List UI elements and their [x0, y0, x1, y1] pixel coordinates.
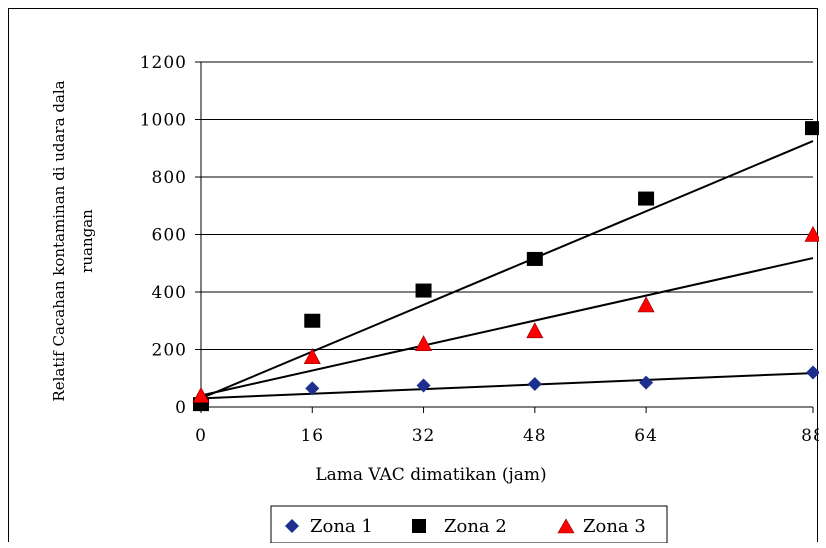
legend-label-zona-2: Zona 2 — [444, 516, 507, 537]
point-zona-2-3 — [526, 251, 543, 266]
legend-square-marker — [412, 519, 426, 533]
x-tick-label-88: 88 — [801, 426, 819, 446]
point-zona-1-4 — [639, 375, 654, 390]
legend-diamond-marker — [285, 519, 299, 533]
x-tick-label-0: 0 — [195, 426, 207, 446]
legend-label-zona-1: Zona 1 — [310, 516, 373, 537]
legend-item-zona-3: Zona 3 — [557, 516, 646, 537]
legend-item-zona-1: Zona 1 — [285, 516, 373, 537]
y-tick-label-1200: 1200 — [140, 53, 187, 73]
x-tick-label-48: 48 — [523, 426, 547, 446]
y-axis-label-line-1: Relatif Cacahan kontaminan di udara dala — [50, 80, 68, 401]
tick-labels: 0 200 400 600 800 1000 1200 0 16 32 48 64 88 — [140, 53, 824, 446]
legend: Zona 1 Zona 2 Zona 3 — [270, 505, 668, 544]
point-zona-2-2 — [415, 283, 432, 298]
legend-label-zona-3: Zona 3 — [583, 516, 646, 537]
point-zona-3-0 — [192, 386, 210, 403]
trend-line-zona-3 — [200, 257, 814, 397]
point-zona-3-5 — [804, 225, 822, 242]
point-zona-3-1 — [303, 348, 321, 364]
point-zona-2-4 — [638, 191, 655, 206]
x-axis-label: Lama VAC dimatikan (jam) — [315, 465, 546, 485]
trend-line-zona-2 — [200, 140, 814, 400]
point-zona-3-2 — [415, 335, 433, 352]
y-tick-label-200: 200 — [152, 341, 187, 361]
gridlines — [201, 61, 813, 350]
point-zona-1-2 — [416, 378, 431, 393]
legend-triangle-marker — [557, 518, 575, 534]
axes — [195, 61, 814, 413]
x-tick-label-64: 64 — [634, 426, 658, 446]
y-tick-label-0: 0 — [175, 398, 187, 418]
point-zona-2-5 — [805, 121, 821, 136]
chart-frame: 0 200 400 600 800 1000 1200 0 16 32 48 64 88 Lama VA… — [8, 8, 824, 544]
y-tick-label-800: 800 — [152, 168, 187, 188]
point-zona-3-4 — [637, 296, 655, 313]
data-points — [192, 121, 822, 412]
x-tick-label-32: 32 — [412, 426, 436, 446]
point-zona-3-3 — [526, 322, 544, 339]
y-axis-label: Relatif Cacahan kontaminan di udara dala… — [50, 80, 96, 401]
y-axis-label-line-2: ruangan — [78, 209, 96, 273]
y-tick-label-600: 600 — [152, 226, 187, 246]
trend-lines — [200, 140, 814, 400]
point-zona-1-3 — [527, 377, 542, 391]
x-tick-label-16: 16 — [300, 426, 324, 446]
point-zona-2-1 — [304, 313, 321, 328]
trend-line-zona-1 — [200, 372, 814, 400]
y-tick-label-400: 400 — [152, 283, 187, 303]
point-zona-1-5 — [806, 365, 820, 380]
point-zona-1-1 — [305, 381, 320, 396]
scatter-chart: 0 200 400 600 800 1000 1200 0 16 32 48 64 88 Lama VA… — [50, 53, 824, 544]
legend-box — [270, 505, 668, 544]
y-tick-label-1000: 1000 — [140, 111, 187, 131]
legend-item-zona-2: Zona 2 — [412, 516, 507, 537]
